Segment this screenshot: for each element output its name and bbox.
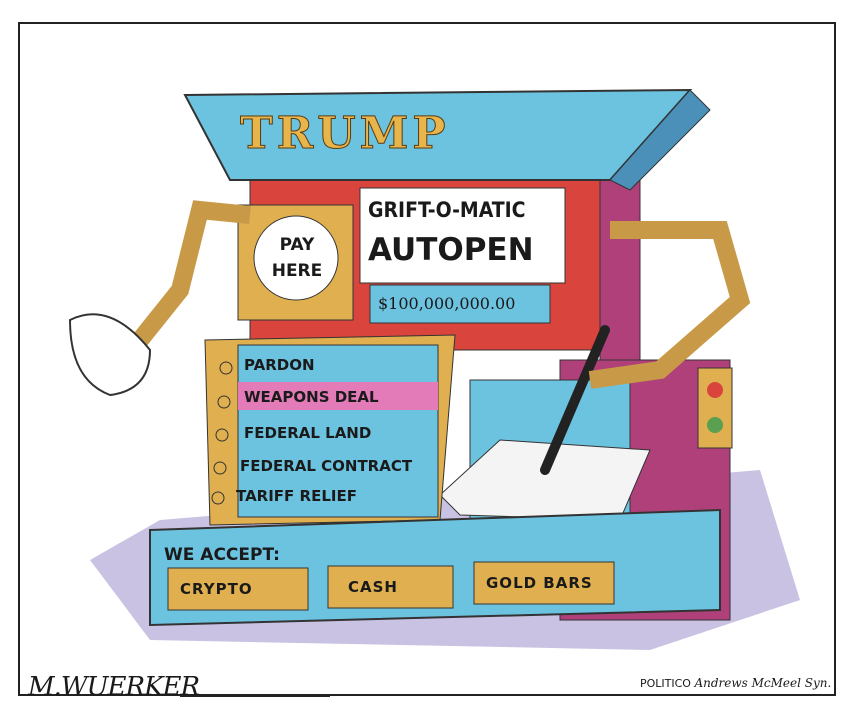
documents-stack <box>439 439 651 521</box>
marquee-text: TRUMP <box>239 108 450 160</box>
price-panel <box>369 284 551 324</box>
payment-gold-bars: GOLD BARS <box>486 574 593 592</box>
menu-item: FEDERAL LAND <box>244 424 372 442</box>
price-text: $100,000,000.00 <box>378 294 516 313</box>
machine-name-line1: GRIFT-O-MATIC <box>368 198 526 222</box>
accept-label: WE ACCEPT: <box>164 545 280 565</box>
machine-name-line2: AUTOPEN <box>368 232 534 268</box>
payment-cash: CASH <box>348 578 398 596</box>
menu-highlight <box>238 382 438 410</box>
pen <box>540 325 610 475</box>
left-robot-arm <box>132 200 251 346</box>
menu-screen <box>237 344 439 518</box>
right-robot-arm <box>588 221 751 389</box>
payment-crypto: CRYPTO <box>180 580 253 598</box>
credit-line: POLITICO Andrews McMeel Syn. <box>640 676 831 690</box>
cartoon-frame <box>18 22 836 696</box>
pay-here-circle <box>253 215 339 301</box>
name-panel <box>359 187 566 284</box>
menu-item: PARDON <box>244 356 315 374</box>
red-light <box>707 382 723 398</box>
menu-item-highlighted: WEAPONS DEAL <box>244 388 379 406</box>
crypto-plate <box>167 567 309 611</box>
marquee-side <box>609 89 711 191</box>
light-box <box>697 367 733 449</box>
artist-signature: M.WUERKER <box>28 672 200 702</box>
credit-syndicate: Andrews McMeel Syn. <box>694 676 832 690</box>
pay-here-text: PAY HERE <box>271 235 323 281</box>
credit-publisher: POLITICO <box>640 677 691 690</box>
green-light <box>707 417 723 433</box>
menu-buttons <box>211 361 233 505</box>
menu-item: TARIFF RELIEF <box>236 487 357 505</box>
gold-bars-plate <box>473 561 615 605</box>
cash-plate <box>327 565 454 609</box>
white-glove-hand <box>68 313 152 397</box>
menu-item: FEDERAL CONTRACT <box>240 457 413 475</box>
